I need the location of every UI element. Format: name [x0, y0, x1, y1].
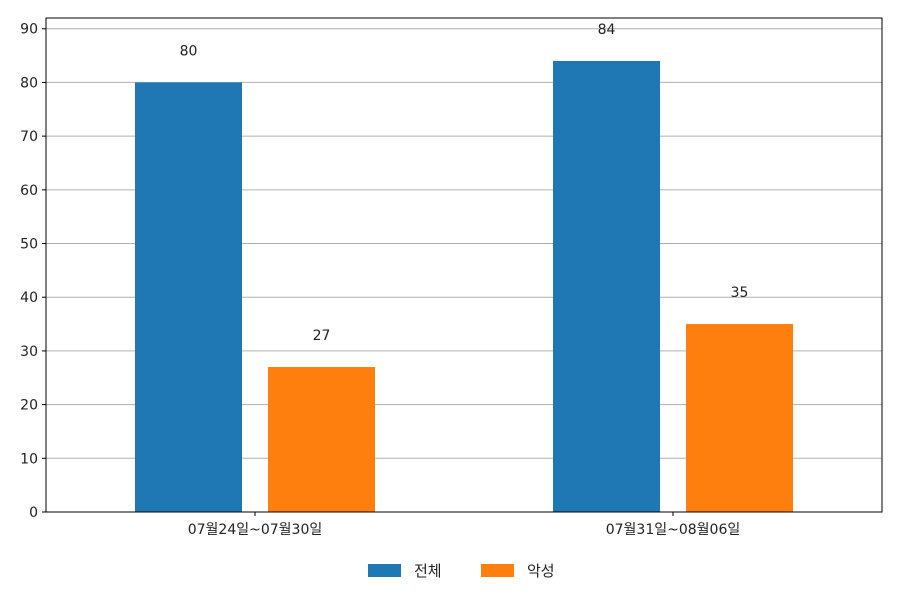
x-tick-label: 07월31일~08월06일	[606, 522, 741, 538]
bar-malicious	[268, 367, 375, 512]
data-label: 27	[313, 328, 331, 344]
data-labels-group: 80 27 84 35	[180, 22, 749, 344]
y-tick-label: 70	[20, 129, 38, 145]
y-tick-label: 30	[20, 344, 38, 360]
data-label: 35	[731, 285, 749, 301]
y-tick-label: 10	[20, 451, 38, 467]
legend-swatch	[368, 564, 401, 577]
y-tick-label: 40	[20, 290, 38, 306]
y-tick-label: 20	[20, 398, 38, 414]
y-tick-label: 60	[20, 183, 38, 199]
x-tick-label: 07월24일~07월30일	[188, 522, 323, 538]
legend-swatch	[481, 564, 514, 577]
legend-label: 악성	[527, 562, 555, 580]
legend-label: 전체	[414, 562, 442, 580]
legend: 전체 악성	[368, 562, 555, 580]
y-tick-label: 0	[29, 505, 38, 521]
bar-malicious	[686, 324, 793, 512]
bar-total	[553, 60, 660, 513]
data-label: 84	[598, 22, 616, 38]
y-axis: 0 10 20 30 40 50 60 70 80 90	[20, 22, 46, 521]
x-axis: 07월24일~07월30일 07월31일~08월06일	[188, 512, 741, 538]
bars-group	[135, 60, 793, 513]
plot-frame	[45, 17, 883, 513]
y-tick-label: 50	[20, 237, 38, 253]
bar-total	[135, 82, 242, 512]
y-tick-label: 90	[20, 22, 38, 38]
data-label: 80	[180, 43, 198, 59]
y-tick-label: 80	[20, 75, 38, 91]
